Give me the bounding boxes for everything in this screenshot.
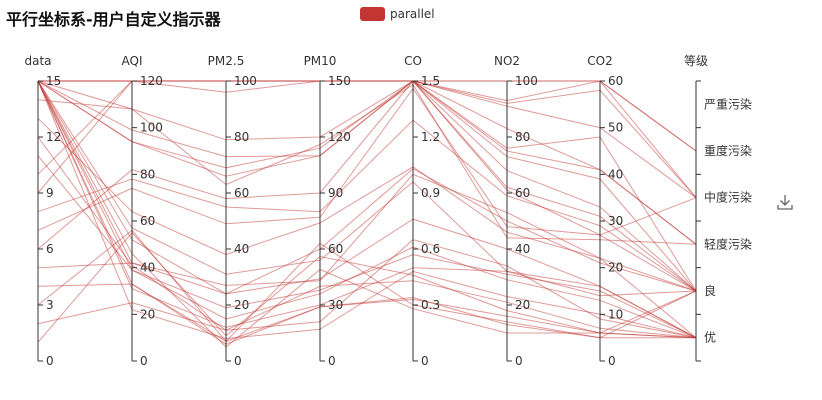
series-line [37, 80, 697, 295]
tick-label: 60 [515, 186, 530, 200]
series-line [37, 80, 697, 245]
series-line [37, 87, 697, 292]
tick-label: 中度污染 [704, 190, 752, 205]
tick-label: 重度污染 [704, 143, 752, 158]
tick-label: 60 [234, 186, 249, 200]
tick-label: 0 [234, 354, 242, 368]
axis-pm10: PM10 0 30 60 90 120 150 [304, 54, 351, 368]
tick-label: 100 [515, 74, 538, 88]
series-line [37, 80, 697, 339]
tick-label: 0 [421, 354, 429, 368]
series-line [37, 136, 697, 339]
tick-label: 0.9 [421, 186, 440, 200]
tick-label: 0 [46, 354, 54, 368]
series-line [37, 119, 697, 292]
series-line [38, 80, 697, 152]
series-line [37, 80, 697, 245]
tick-label: 20 [608, 261, 623, 275]
tick-label: 100 [234, 74, 257, 88]
axis-aqi: AQI 0 20 40 60 80 100 120 [122, 54, 163, 368]
axis-name: PM2.5 [208, 54, 245, 68]
tick-label: 20 [234, 298, 249, 312]
axes: data03691215AQI020406080100120PM2.502040… [24, 54, 752, 368]
tick-label: 0.3 [421, 298, 440, 312]
tick-label: 80 [234, 130, 249, 144]
series-line [37, 80, 697, 339]
axis-name: CO2 [587, 54, 612, 68]
tick-label: 40 [608, 167, 623, 181]
series-line [37, 218, 697, 339]
tick-label: 3 [46, 298, 54, 312]
series-line [37, 80, 696, 345]
tick-label: 50 [608, 121, 623, 135]
tick-label: 0 [515, 354, 523, 368]
series-lines [37, 80, 697, 348]
series-line [37, 239, 697, 339]
chart-title: 平行坐标系-用户自定义指示器 [6, 10, 221, 29]
series-line [37, 80, 697, 236]
axis-co: CO 0 0.3 0.6 0.9 1.2 1.5 [404, 54, 440, 368]
axis-pm2-5: PM2.5 0 20 40 60 80 100 [208, 54, 257, 368]
tick-label: 0 [328, 354, 336, 368]
tick-label: 1.2 [421, 130, 440, 144]
tick-label: 60 [608, 74, 623, 88]
axis-name: CO [404, 54, 422, 68]
axis-name: AQI [122, 54, 143, 68]
series-line [37, 155, 697, 339]
series-line [37, 80, 697, 348]
series-line [37, 80, 697, 297]
series-line [37, 80, 697, 340]
tick-label: 20 [140, 307, 155, 321]
tick-label: 40 [140, 261, 155, 275]
legend-swatch [360, 7, 385, 21]
series-line [37, 80, 697, 292]
axis-axis: 等级优 良 轻度污染 中度污染 重度污染 严重污染 [684, 54, 752, 362]
axis-name: NO2 [494, 54, 520, 68]
tick-label: 60 [328, 242, 343, 256]
tick-label: 40 [515, 242, 530, 256]
tick-label: 150 [328, 74, 351, 88]
axis-name: data [24, 54, 51, 68]
tick-label: 20 [515, 298, 530, 312]
tick-label: 12 [46, 130, 61, 144]
tick-label: 10 [608, 307, 623, 321]
tick-label: 0.6 [421, 242, 440, 256]
tick-label: 1.5 [421, 74, 440, 88]
tick-label: 60 [140, 214, 155, 228]
tick-label: 优 [704, 331, 716, 345]
axis-data: data 0 3 6 9 12 15 [24, 54, 61, 368]
series-line [37, 231, 697, 343]
axis-name: 等级 [684, 54, 708, 68]
tick-label: 9 [46, 186, 54, 200]
tick-label: 80 [515, 130, 530, 144]
axis-name: PM10 [304, 54, 337, 68]
tick-label: 40 [234, 242, 249, 256]
tick-label: 6 [46, 242, 54, 256]
tick-label: 良 [704, 283, 716, 298]
series-line [37, 80, 697, 292]
tick-label: 30 [608, 214, 623, 228]
series-line [37, 80, 697, 292]
download-icon[interactable] [776, 193, 794, 211]
tick-label: 30 [328, 298, 343, 312]
tick-label: 0 [608, 354, 616, 368]
tick-label: 轻度污染 [704, 236, 752, 251]
legend-label: parallel [390, 7, 435, 21]
series-line [37, 117, 697, 292]
axis-co2: CO2 0 10 20 30 40 50 60 [587, 54, 623, 368]
tick-label: 90 [328, 186, 343, 200]
tick-label: 100 [140, 121, 163, 135]
tick-label: 120 [140, 74, 163, 88]
tick-label: 80 [140, 167, 155, 181]
legend-item[interactable]: parallel [360, 6, 435, 22]
tick-label: 15 [46, 74, 61, 88]
tick-label: 0 [140, 354, 148, 368]
series-line [37, 80, 697, 339]
axis-no2: NO2 0 20 40 60 80 100 [494, 54, 538, 368]
series-line [38, 80, 697, 245]
tick-label: 120 [328, 130, 351, 144]
tick-label: 严重污染 [704, 96, 752, 111]
